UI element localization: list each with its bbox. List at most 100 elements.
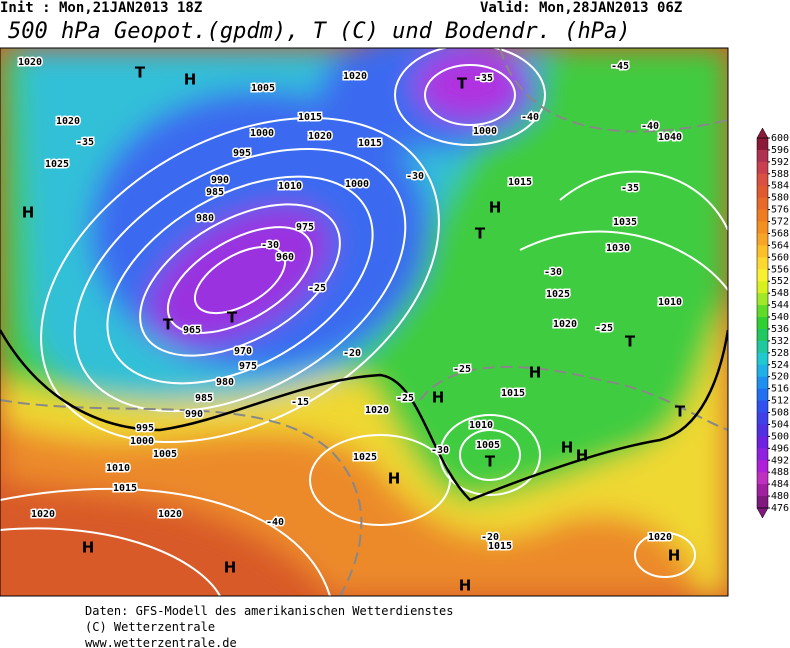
- colorbar-swatch: [757, 484, 768, 497]
- contour-label: -30: [261, 240, 279, 251]
- colorbar-swatch: [757, 269, 768, 282]
- pressure-center: H: [489, 199, 502, 217]
- colorbar-label: 536: [771, 324, 789, 335]
- colorbar-label: 492: [771, 455, 789, 466]
- pressure-center: T: [475, 225, 486, 243]
- colorbar-frame: [756, 137, 769, 509]
- pressure-center: H: [388, 470, 401, 488]
- colorbar-swatch: [757, 245, 768, 258]
- contour-label: -15: [291, 397, 309, 408]
- contour-label: 995: [233, 148, 251, 159]
- contour-label: -25: [595, 323, 613, 334]
- contour-label: 1020: [56, 116, 80, 127]
- temperature-isolines: [0, 48, 728, 596]
- colorbar-swatch: [757, 400, 768, 414]
- contour-label: -40: [521, 112, 539, 123]
- colorbar-swatch: [757, 328, 768, 342]
- contour-label: 1020: [31, 509, 55, 520]
- colorbar-swatch: [757, 448, 768, 461]
- colorbar-label: 504: [771, 419, 789, 430]
- contour-label: -35: [621, 183, 639, 194]
- colorbar-label: 516: [771, 384, 789, 395]
- colorbar-swatch: [757, 221, 768, 234]
- contour-label: -30: [431, 445, 449, 456]
- pressure-center: H: [561, 439, 574, 457]
- contour-label: 1015: [488, 541, 512, 552]
- pressure-center: T: [625, 333, 636, 351]
- colorbar-swatch: [757, 376, 768, 390]
- colorbar-swatch: [757, 412, 768, 425]
- contour-label: -40: [641, 121, 659, 132]
- footer-line: www.wetterzentrale.de: [85, 636, 237, 648]
- colorbar-label: 552: [771, 276, 789, 287]
- contour-label: 980: [196, 213, 214, 224]
- pressure-center: H: [22, 204, 35, 222]
- pressure-center: T: [227, 309, 238, 327]
- colorbar: 6005965925885845805765725685645605565525…: [756, 127, 789, 519]
- colorbar-end: [756, 507, 769, 519]
- colorbar-label: 528: [771, 348, 789, 359]
- contour-label: 1020: [648, 532, 672, 543]
- colorbar-label: 496: [771, 443, 789, 454]
- colorbar-label: 520: [771, 372, 789, 383]
- contour-label: 970: [234, 346, 252, 357]
- contour-label: -25: [453, 364, 471, 375]
- contour-label: 1010: [469, 420, 493, 431]
- contour-label: 1025: [353, 452, 377, 463]
- contour-label: 1015: [501, 388, 525, 399]
- contour-label: 965: [183, 325, 201, 336]
- colorbar-swatch: [757, 161, 768, 175]
- colorbar-label: 488: [771, 467, 789, 478]
- pressure-center: H: [576, 447, 589, 465]
- colorbar-label: 576: [771, 205, 789, 216]
- pressure-center: T: [675, 403, 686, 421]
- contour-label: -25: [396, 393, 414, 404]
- pressure-center: H: [184, 71, 197, 89]
- contour-label: 990: [185, 409, 203, 420]
- colorbar-swatch: [757, 352, 768, 366]
- contour-label: 1015: [508, 177, 532, 188]
- pressure-center: H: [529, 364, 542, 382]
- contour-label: 960: [276, 252, 294, 263]
- contour-label: 1040: [658, 132, 682, 143]
- colorbar-swatch: [757, 233, 768, 246]
- colorbar-swatch: [757, 257, 768, 270]
- contour-label: 995: [136, 423, 154, 434]
- contour-label: 1000: [345, 179, 369, 190]
- colorbar-swatch: [757, 460, 768, 473]
- colorbar-label: 584: [771, 181, 789, 192]
- colorbar-swatch: [757, 293, 768, 306]
- pressure-center: H: [224, 559, 237, 577]
- colorbar-swatch: [757, 281, 768, 294]
- contour-label: 1010: [278, 181, 302, 192]
- valid-time: Valid: Mon,28JAN2013 06Z: [480, 0, 682, 16]
- map-title: 500 hPa Geopot.(gpdm), T (C) und Bodendr…: [8, 19, 631, 44]
- colorbar-label: 480: [771, 491, 789, 502]
- colorbar-label: 508: [771, 408, 789, 419]
- colorbar-label: 476: [771, 503, 789, 514]
- pressure-center: H: [82, 539, 95, 557]
- colorbar-swatch: [757, 496, 768, 509]
- contour-label: -45: [611, 61, 629, 72]
- contour-label: 1020: [18, 57, 42, 68]
- colorbar-label: 588: [771, 169, 789, 180]
- contour-label: 1010: [106, 463, 130, 474]
- contour-label: 1035: [613, 217, 637, 228]
- contour-label: 975: [296, 222, 314, 233]
- colorbar-swatch: [757, 173, 768, 187]
- colorbar-label: 540: [771, 312, 789, 323]
- contour-label: 1015: [113, 483, 137, 494]
- colorbar-end: [756, 127, 769, 139]
- colorbar-swatch: [757, 305, 768, 318]
- contour-label: 1010: [658, 297, 682, 308]
- pressure-center: H: [432, 389, 445, 407]
- colorbar-label: 532: [771, 336, 789, 347]
- contour-label: 1000: [473, 126, 497, 137]
- pressure-center: T: [485, 453, 496, 471]
- colorbar-swatch: [757, 317, 768, 330]
- contour-label: -20: [343, 348, 361, 359]
- footer-line: (C) Wetterzentrale: [85, 620, 215, 634]
- contour-label: -30: [406, 171, 424, 182]
- colorbar-label: 524: [771, 360, 789, 371]
